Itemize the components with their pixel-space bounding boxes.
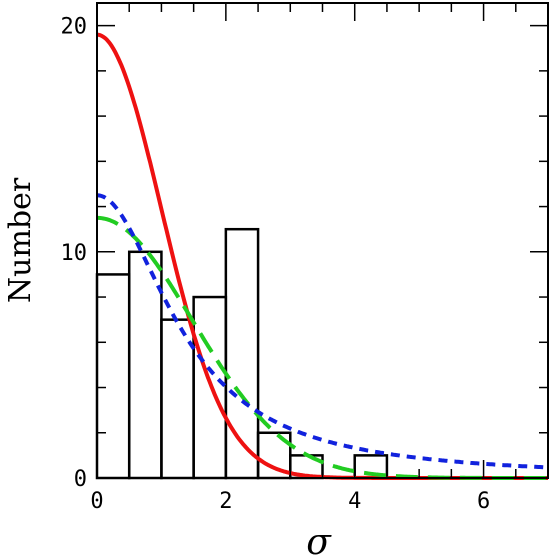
x-tick-label-1: 2	[219, 489, 232, 514]
model-curves	[96, 32, 549, 480]
tick-labels: 0 2 4 6 0 10 20	[61, 15, 491, 514]
curve-long-dashed	[96, 215, 549, 480]
y-tick-label-0: 0	[74, 467, 87, 492]
x-tick-label-3: 6	[477, 489, 490, 514]
x-tick-label-0: 0	[90, 489, 103, 514]
histogram-bar-1	[127, 250, 163, 480]
y-axis-title: Number	[3, 177, 38, 303]
y-tick-label-2: 20	[61, 15, 88, 40]
x-tick-label-2: 4	[348, 489, 361, 514]
axis-ticks	[96, 3, 549, 479]
curve-solid	[96, 32, 549, 480]
histogram-bar-0	[95, 273, 131, 480]
curve-short-dashed	[96, 193, 549, 470]
y-tick-label-1: 10	[61, 241, 88, 266]
plot-frame	[96, 2, 549, 479]
x-axis-title: σ	[306, 522, 332, 560]
